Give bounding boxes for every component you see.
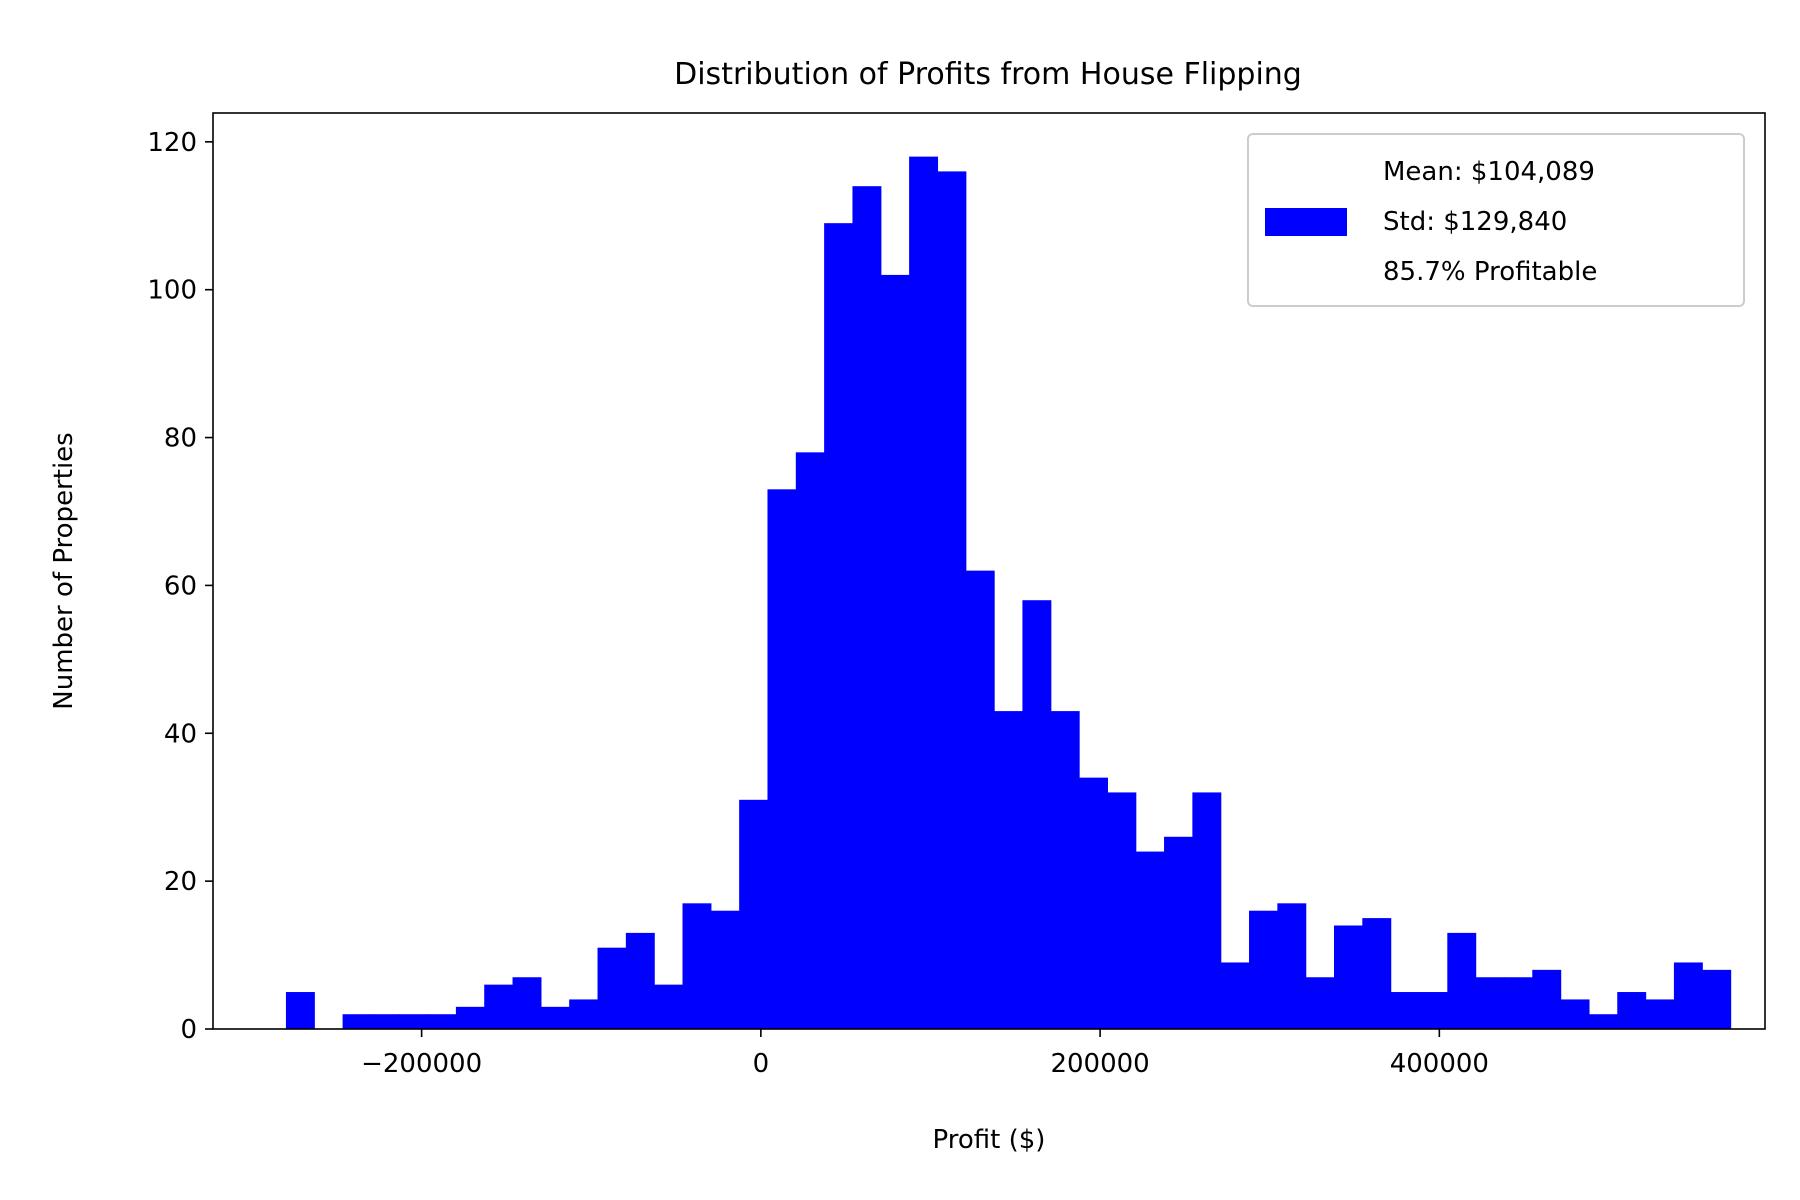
histogram-bar-15 xyxy=(710,910,740,1029)
histogram-bar-44 xyxy=(1532,969,1562,1029)
histogram-bar-6 xyxy=(455,1006,485,1029)
histogram-bar-10 xyxy=(569,999,599,1029)
histogram-bar-40 xyxy=(1418,992,1448,1029)
histogram-bar-25 xyxy=(994,711,1024,1029)
histogram-bar-23 xyxy=(937,171,967,1030)
histogram-bar-13 xyxy=(654,984,684,1029)
histogram-bar-33 xyxy=(1220,962,1250,1029)
histogram-bar-8 xyxy=(512,977,542,1029)
histogram-bar-11 xyxy=(597,947,627,1029)
histogram-bar-36 xyxy=(1305,977,1335,1029)
histogram-bar-17 xyxy=(767,489,797,1029)
histogram-bar-39 xyxy=(1390,992,1420,1029)
histogram-bar-47 xyxy=(1617,992,1647,1029)
histogram-bar-4 xyxy=(399,1014,429,1029)
histogram-bar-5 xyxy=(427,1014,457,1029)
histogram-bar-9 xyxy=(540,1006,570,1029)
histogram-bar-38 xyxy=(1362,918,1392,1029)
histogram-bar-19 xyxy=(824,223,854,1030)
y-tick-label: 60 xyxy=(164,571,197,601)
y-axis-label: Number of Properties xyxy=(49,432,79,709)
histogram-bar-32 xyxy=(1192,792,1222,1029)
chart-title: Distribution of Profits from House Flipp… xyxy=(674,57,1302,92)
histogram-bar-34 xyxy=(1249,910,1278,1029)
histogram-bar-35 xyxy=(1277,903,1307,1029)
histogram-bar-0 xyxy=(285,992,315,1029)
plot-frame xyxy=(212,112,1766,1030)
histogram-bar-48 xyxy=(1645,999,1675,1029)
legend-mean: Mean: $104,089 xyxy=(1383,157,1595,187)
histogram-bar-2 xyxy=(342,1014,372,1029)
legend-frame xyxy=(1247,133,1745,307)
histogram-bar-45 xyxy=(1560,999,1590,1029)
histogram-bar-30 xyxy=(1135,851,1165,1029)
histogram-bar-14 xyxy=(682,903,712,1029)
x-tick-label: 0 xyxy=(753,1049,770,1079)
histogram-bar-41 xyxy=(1447,932,1477,1029)
histogram-bar-28 xyxy=(1079,777,1108,1029)
y-axis-ticks: 0 20 40 60 80 100 120 xyxy=(147,128,213,1045)
histogram-bar-37 xyxy=(1334,925,1363,1029)
histogram-bar-18 xyxy=(795,452,825,1029)
legend-profitable: 85.7% Profitable xyxy=(1383,257,1597,287)
y-tick-label: 20 xyxy=(164,867,197,897)
histogram-bar-3 xyxy=(370,1014,400,1029)
y-tick-label: 0 xyxy=(180,1015,197,1045)
histogram-bar-29 xyxy=(1107,792,1137,1029)
y-tick-label: 80 xyxy=(164,424,197,454)
x-axis-ticks: −200000 0 200000 400000 xyxy=(361,1029,1489,1079)
histogram-bar-16 xyxy=(739,799,769,1029)
histogram-bar-12 xyxy=(625,932,655,1029)
y-tick-label: 40 xyxy=(164,719,197,749)
histogram-bar-20 xyxy=(852,186,882,1029)
histogram-bar-46 xyxy=(1588,1014,1618,1029)
histogram-bar-22 xyxy=(909,156,939,1030)
legend-swatch xyxy=(1265,208,1347,236)
histogram-bar-24 xyxy=(965,570,995,1029)
x-tick-label: −200000 xyxy=(361,1049,482,1079)
histogram-bar-49 xyxy=(1673,962,1703,1029)
legend-std: Std: $129,840 xyxy=(1383,207,1567,237)
histogram-bar-42 xyxy=(1475,977,1505,1029)
histogram-bar-31 xyxy=(1164,836,1193,1029)
histogram-bar-27 xyxy=(1050,711,1080,1029)
x-tick-label: 200000 xyxy=(1050,1049,1149,1079)
x-tick-label: 400000 xyxy=(1390,1049,1489,1079)
histogram-bar-26 xyxy=(1022,600,1052,1029)
histogram-bar-7 xyxy=(484,984,514,1029)
y-tick-label: 120 xyxy=(147,128,197,158)
histogram-bar-43 xyxy=(1503,977,1533,1029)
x-axis-label: Profit ($) xyxy=(933,1125,1046,1155)
bars-group xyxy=(285,156,1732,1030)
y-tick-label: 100 xyxy=(147,276,197,306)
histogram-bar-50 xyxy=(1702,969,1732,1029)
legend: Mean: $104,089 Std: $129,840 85.7% Profi… xyxy=(1247,133,1745,307)
histogram-bar-21 xyxy=(880,274,910,1030)
